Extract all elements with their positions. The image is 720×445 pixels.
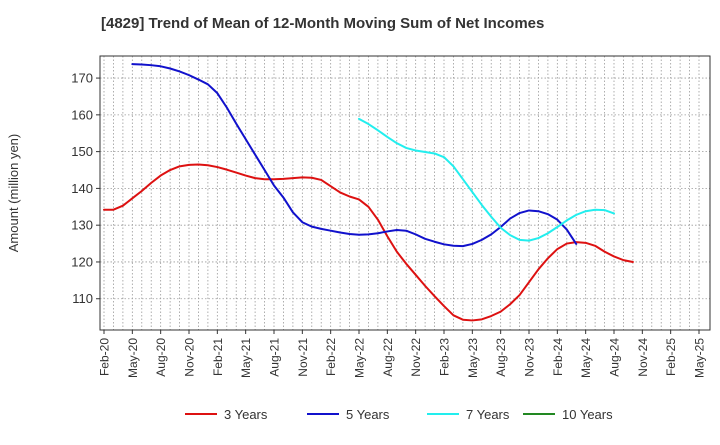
legend-label: 10 Years [562, 407, 613, 422]
x-tick-label: May-21 [239, 338, 253, 378]
x-axis: Feb-20 May-20 Aug-20 Nov-20 Feb-21 May-21 Aug-… [98, 330, 707, 378]
x-tick-label: Feb-24 [551, 338, 565, 376]
series-layer [103, 63, 634, 322]
x-tick-label: Nov-23 [523, 338, 537, 377]
y-tick-label: 170 [71, 71, 93, 86]
grid [100, 56, 710, 330]
chart-title: [4829] Trend of Mean of 12-Month Moving … [101, 15, 545, 32]
series-line-3-years [103, 163, 634, 322]
x-tick-label: Nov-24 [636, 338, 650, 377]
plot-frame [99, 55, 711, 331]
x-tick-label: Nov-21 [296, 338, 310, 377]
x-tick-label: Nov-22 [409, 338, 423, 377]
legend-label: 5 Years [346, 407, 390, 422]
x-tick-label: Feb-25 [664, 338, 678, 376]
x-tick-label: Feb-20 [98, 338, 112, 376]
y-tick-label: 150 [71, 144, 93, 159]
x-tick-label: Aug-23 [494, 338, 508, 377]
y-tick-label: 130 [71, 218, 93, 233]
legend: 3 Years 5 Years 7 Years 10 Years [185, 407, 613, 422]
x-tick-label: Feb-22 [324, 338, 338, 376]
x-tick-label: May-20 [126, 338, 140, 378]
x-tick-label: May-22 [353, 338, 367, 378]
y-axis-label: Amount (million yen) [6, 134, 21, 253]
legend-label: 7 Years [466, 407, 510, 422]
series-line-5-years [131, 63, 578, 248]
x-tick-label: May-23 [466, 338, 480, 378]
x-tick-label: Aug-21 [268, 338, 282, 377]
x-tick-label: Aug-20 [154, 338, 168, 377]
y-tick-label: 140 [71, 181, 93, 196]
x-tick-label: Feb-23 [438, 338, 452, 376]
x-tick-label: Nov-20 [183, 338, 197, 377]
x-tick-label: Aug-24 [608, 338, 622, 377]
series-line-7-years [358, 117, 615, 242]
x-tick-label: May-25 [693, 338, 707, 378]
x-tick-label: May-24 [579, 338, 593, 378]
x-tick-label: Feb-21 [211, 338, 225, 376]
legend-label: 3 Years [224, 407, 268, 422]
y-tick-label: 120 [71, 254, 93, 269]
plot-area [100, 56, 710, 330]
x-tick-label: Aug-22 [381, 338, 395, 377]
y-tick-label: 110 [72, 291, 93, 306]
y-axis: 110 120 130 140 150 160 170 [71, 71, 100, 306]
y-tick-label: 160 [71, 107, 93, 122]
